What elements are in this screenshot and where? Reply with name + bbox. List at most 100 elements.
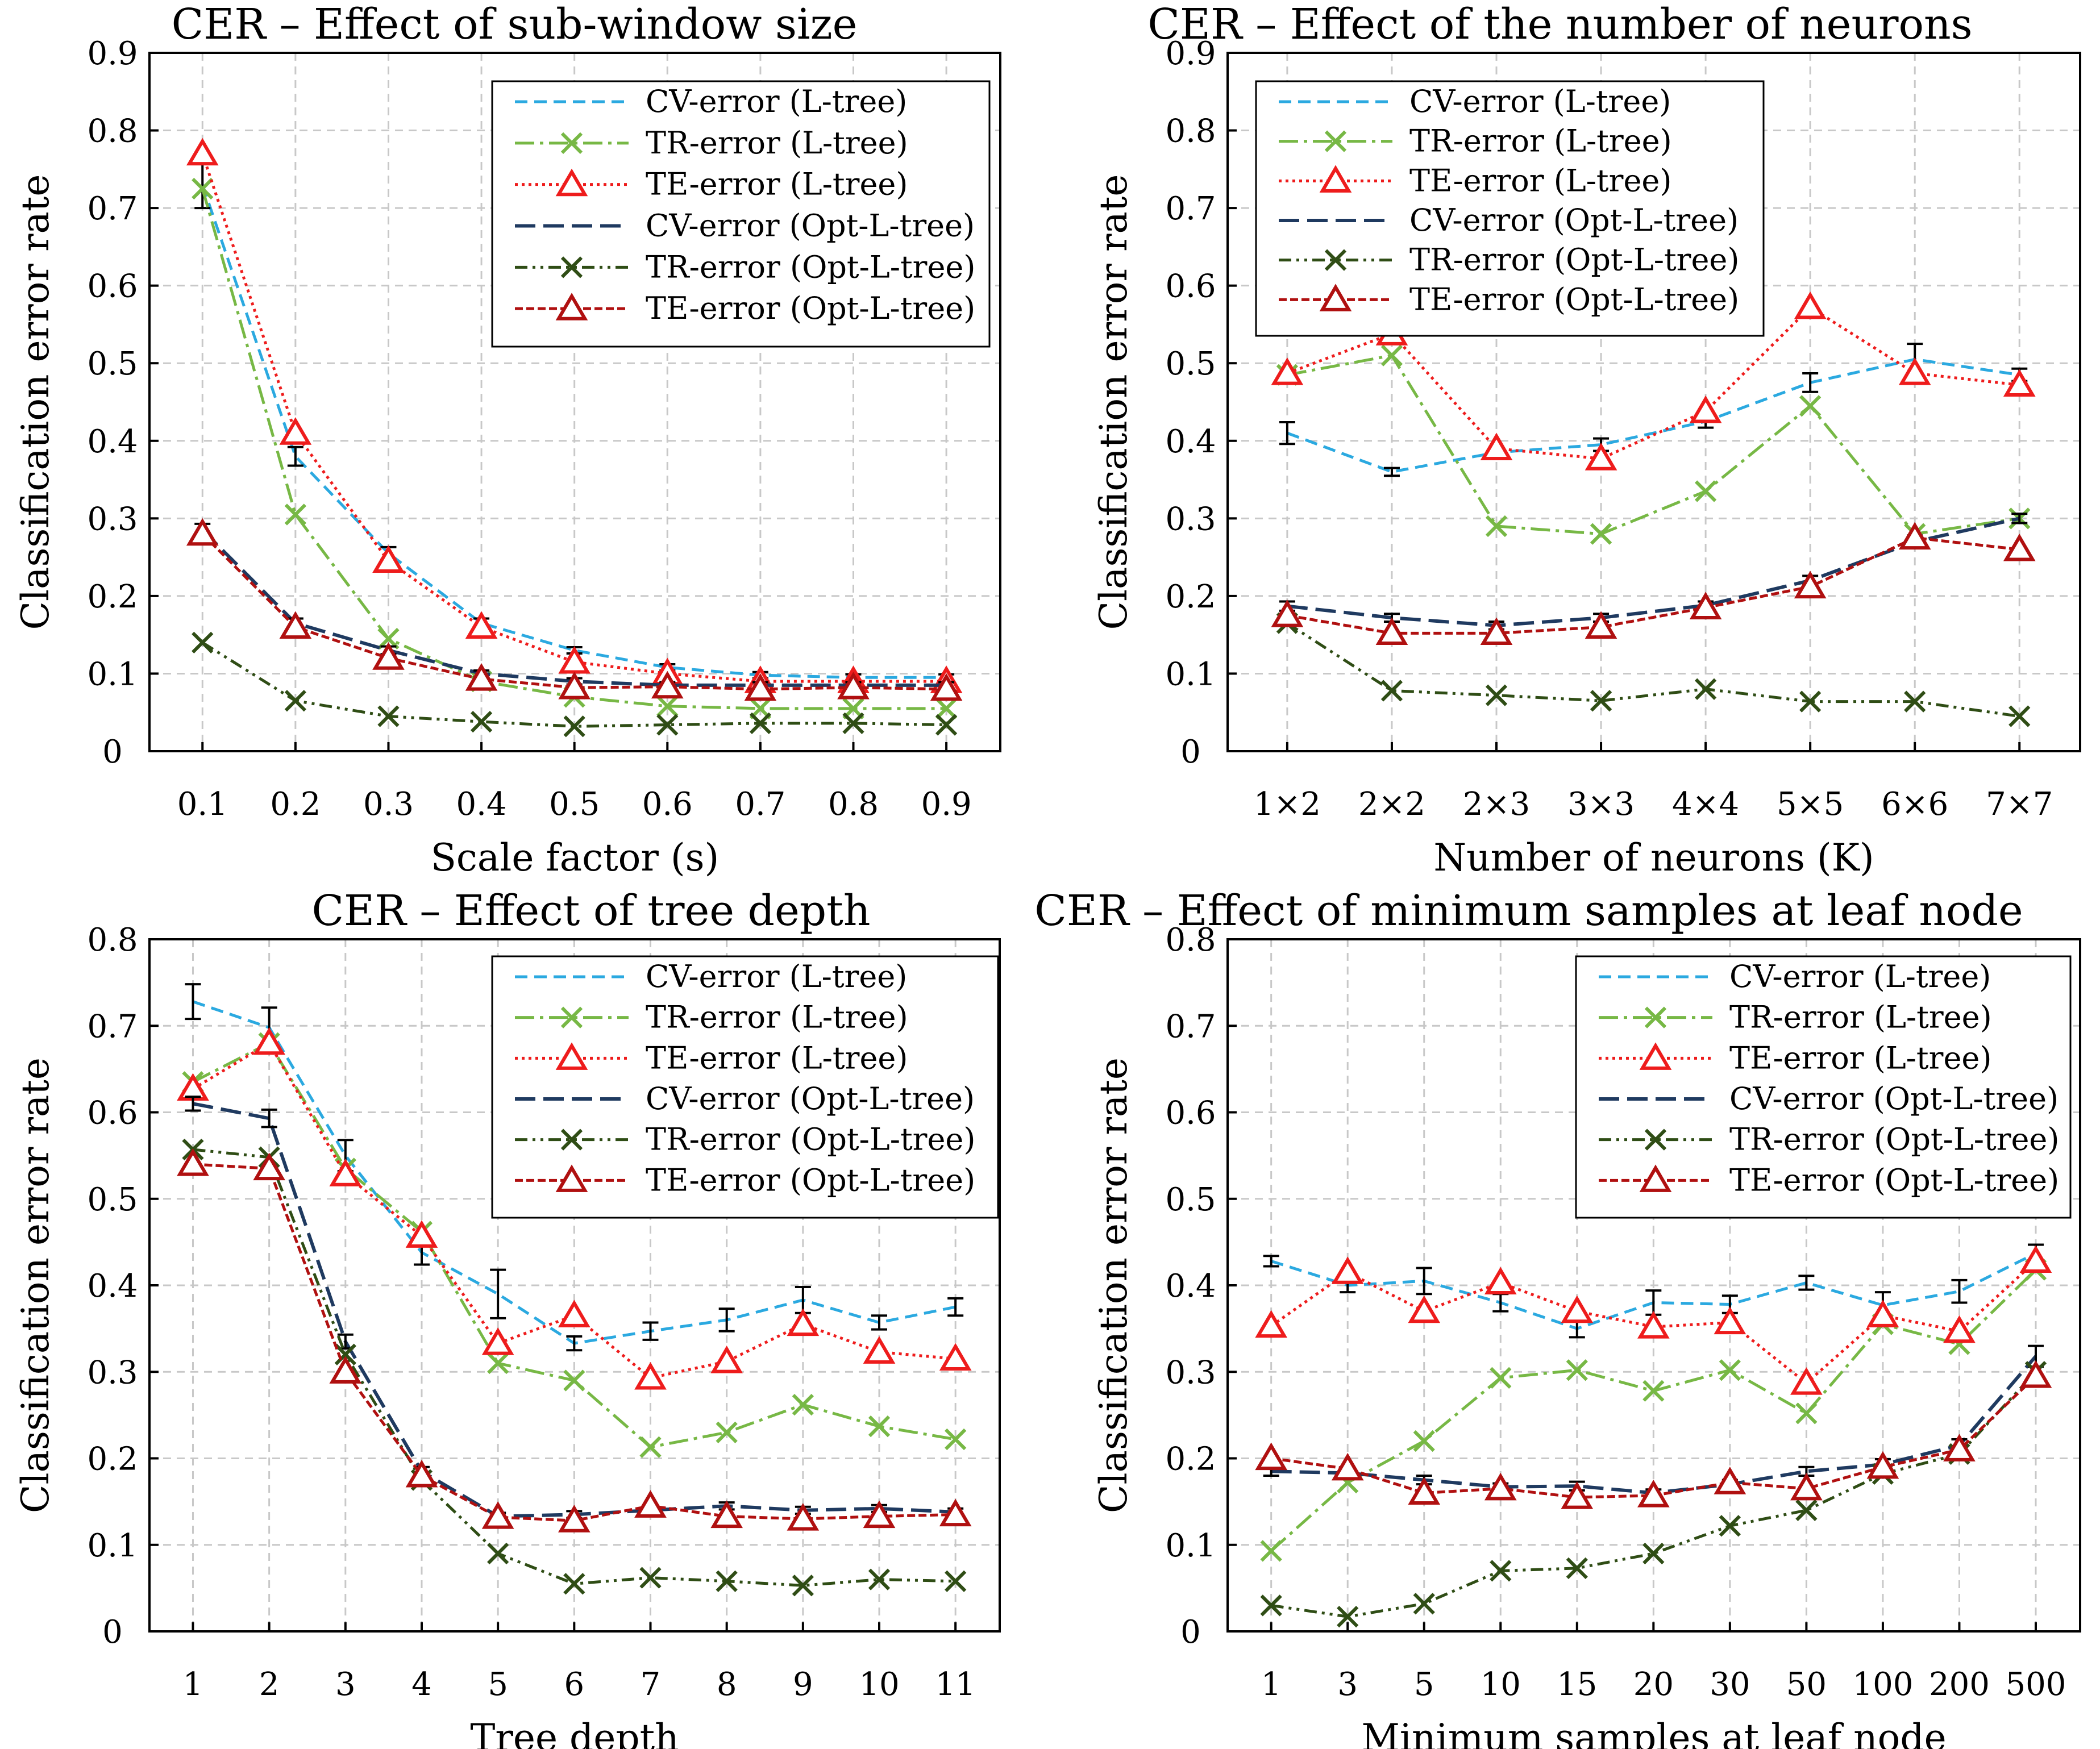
y-tick-label: 0.3 <box>1165 501 1216 538</box>
legend-item-6: TE-error (Opt-L-tree) <box>515 290 975 326</box>
data-point-marker <box>558 1300 591 1327</box>
data-point-marker <box>1480 617 1513 646</box>
series-6 <box>1255 1360 2052 1509</box>
data-point-marker <box>558 672 591 699</box>
y-tick-label: 0.1 <box>87 656 138 693</box>
data-point-marker <box>1380 680 1403 702</box>
x-tick-label: 4 <box>411 1666 432 1703</box>
x-tick-label: 200 <box>1929 1666 1990 1703</box>
data-point-marker <box>334 1343 356 1365</box>
error-bar <box>261 1108 277 1128</box>
data-point-marker <box>2003 534 2036 561</box>
data-point-marker <box>1413 1593 1435 1615</box>
legend-label: TR-error (L-tree) <box>646 125 908 161</box>
y-tick-label: 0.4 <box>87 423 138 460</box>
legend-label: CV-error (L-tree) <box>646 84 907 119</box>
y-tick-label: 0.6 <box>1165 1095 1216 1132</box>
data-point-marker <box>842 712 864 734</box>
legend-item-4: CV-error (Opt-L-tree) <box>515 1081 975 1117</box>
data-point-marker <box>1485 684 1508 706</box>
data-point-marker <box>372 642 405 670</box>
legend-label: TR-error (Opt-L-tree) <box>646 1122 975 1157</box>
data-point-marker <box>377 705 400 727</box>
legend-swatch-marker <box>1639 1042 1672 1070</box>
chart-panel-2: 0 0.1 0.2 0.3 0.4 0.5 0.6 0.7 0.8 0.9 1×2 2×2 2×3 3×3… <box>1092 0 2081 880</box>
x-tick-label: 3×3 <box>1567 786 1635 823</box>
series-line <box>1270 1260 2037 1385</box>
series-line <box>1287 354 2020 536</box>
data-point-marker <box>1794 570 1827 599</box>
data-point-marker <box>2008 705 2031 727</box>
data-point-marker <box>634 1361 667 1390</box>
legend: CV-error (L-tree) TR-error (L-tree) TE-err… <box>1575 955 2072 1219</box>
legend-swatch-marker <box>555 1164 588 1192</box>
data-point-marker <box>2019 1245 2052 1273</box>
data-point-marker <box>1566 1359 1588 1381</box>
y-axis-label: Classification error rate <box>1092 1057 1136 1513</box>
y-axis-label: Classification error rate <box>14 1057 57 1513</box>
x-axis-label: Scale factor (s) <box>431 836 720 880</box>
legend-item-5: TR-error (Opt-L-tree) <box>515 249 975 285</box>
series-line <box>192 1042 956 1380</box>
legend-label: CV-error (L-tree) <box>1729 959 1991 994</box>
data-point-marker <box>935 697 958 720</box>
data-point-marker <box>487 1352 509 1375</box>
legend-label: TE-error (L-tree) <box>1729 1040 1991 1076</box>
data-point-marker <box>868 1415 891 1438</box>
data-point-marker <box>192 631 214 653</box>
legend-item-4: CV-error (Opt-L-tree) <box>1599 1081 2059 1117</box>
legend-item-1: CV-error (L-tree) <box>515 959 907 994</box>
legend-label: TE-error (Opt-L-tree) <box>1409 281 1739 317</box>
legend-swatch-marker <box>555 1042 588 1070</box>
data-point-marker <box>329 1159 362 1186</box>
data-point-marker <box>837 672 870 699</box>
error-bar <box>1383 467 1400 477</box>
data-point-marker <box>710 1500 743 1529</box>
x-axis-label: Number of neurons (K) <box>1433 836 1874 880</box>
data-point-marker <box>1490 1367 1512 1389</box>
data-point-marker <box>470 710 493 733</box>
chart-title: CER – Effect of the number of neurons <box>1147 0 1972 49</box>
data-point-marker <box>787 1503 820 1531</box>
y-tick-label: 0.1 <box>87 1527 138 1564</box>
legend-swatch-marker <box>555 293 588 320</box>
legend-item-5: TR-error (Opt-L-tree) <box>1599 1122 2059 1157</box>
data-point-marker <box>481 1327 514 1355</box>
error-bar <box>1798 1275 1815 1291</box>
x-tick-label: 8 <box>717 1666 737 1703</box>
y-tick-label: 0.2 <box>87 578 138 615</box>
legend-swatch-marker <box>560 256 583 278</box>
data-point-marker <box>749 712 772 734</box>
data-point-marker <box>1795 1402 1818 1425</box>
x-tick-label: 7×7 <box>1986 786 2053 823</box>
x-tick-label: 5 <box>488 1666 508 1703</box>
x-tick-label: 11 <box>935 1666 976 1703</box>
x-tick-label: 2 <box>259 1666 280 1703</box>
legend-item-6: TE-error (Opt-L-tree) <box>515 1162 975 1198</box>
y-tick-label: 0.4 <box>87 1268 138 1305</box>
data-point-marker <box>186 138 219 166</box>
x-tick-label: 0.6 <box>642 786 693 823</box>
data-point-marker <box>253 1027 285 1055</box>
series-line <box>201 641 947 728</box>
legend-item-1: CV-error (L-tree) <box>515 84 907 119</box>
data-point-marker <box>939 1343 972 1371</box>
data-point-marker <box>651 671 684 699</box>
series-6 <box>177 1148 972 1533</box>
data-point-marker <box>1271 357 1304 385</box>
x-tick-label: 2×2 <box>1358 786 1425 823</box>
data-point-marker <box>1331 1452 1364 1481</box>
legend-item-1: CV-error (L-tree) <box>1279 84 1671 119</box>
data-point-marker <box>1799 395 1822 417</box>
data-point-marker <box>563 715 585 738</box>
legend-label: TR-error (Opt-L-tree) <box>1409 242 1739 278</box>
series-line <box>201 532 947 691</box>
data-point-marker <box>930 673 963 701</box>
y-tick-label: 0.2 <box>1165 1441 1216 1478</box>
error-bar <box>1279 421 1295 445</box>
y-tick-label: 0.5 <box>87 1181 138 1218</box>
chart-title: CER – Effect of minimum samples at leaf … <box>1034 886 2023 935</box>
data-point-marker <box>253 1152 285 1181</box>
legend-label: TR-error (L-tree) <box>1729 1000 1992 1035</box>
